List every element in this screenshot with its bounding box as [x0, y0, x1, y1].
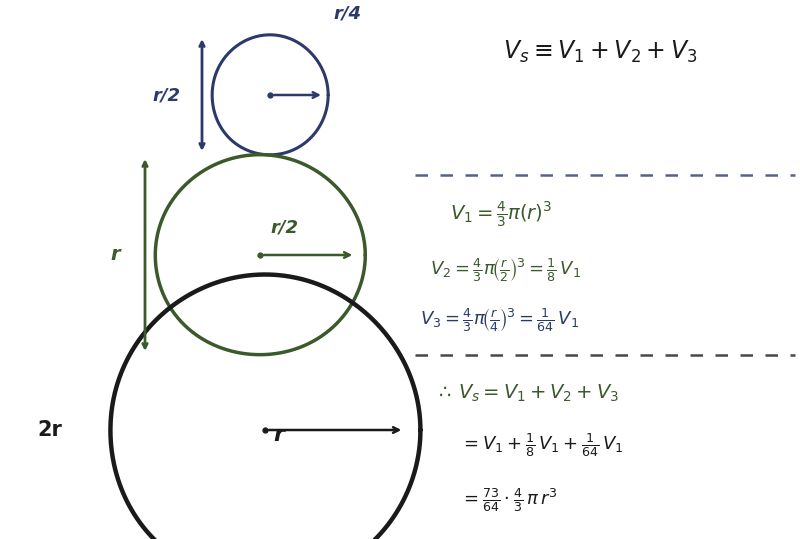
Text: $V_s \equiv V_1+V_2+V_3$: $V_s \equiv V_1+V_2+V_3$: [502, 39, 698, 65]
Text: $=V_1+\frac{1}{8}\,V_1+\frac{1}{64}\,V_1$: $=V_1+\frac{1}{8}\,V_1+\frac{1}{64}\,V_1…: [460, 431, 623, 459]
Text: $V_2=\frac{4}{3}\pi\!\left(\frac{r}{2}\right)^{\!3}=\frac{1}{8}\,V_1$: $V_2=\frac{4}{3}\pi\!\left(\frac{r}{2}\r…: [430, 256, 581, 284]
Text: r/4: r/4: [333, 5, 361, 23]
Text: r: r: [273, 425, 284, 445]
Text: $V_1=\frac{4}{3}\pi(r)^3$: $V_1=\frac{4}{3}\pi(r)^3$: [450, 200, 552, 230]
Text: 2r: 2r: [37, 420, 62, 440]
Text: $=\frac{73}{64}\cdot\frac{4}{3}\,\pi\, r^3$: $=\frac{73}{64}\cdot\frac{4}{3}\,\pi\, r…: [460, 486, 558, 514]
Text: r: r: [110, 245, 120, 265]
Text: $V_3=\frac{4}{3}\pi\!\left(\frac{r}{4}\right)^{\!3}=\frac{1}{64}\,V_1$: $V_3=\frac{4}{3}\pi\!\left(\frac{r}{4}\r…: [420, 306, 579, 334]
Text: $\therefore\, V_s=V_1+V_2+V_3$: $\therefore\, V_s=V_1+V_2+V_3$: [435, 382, 619, 404]
Text: r/2: r/2: [152, 86, 180, 104]
Text: r/2: r/2: [270, 219, 298, 237]
